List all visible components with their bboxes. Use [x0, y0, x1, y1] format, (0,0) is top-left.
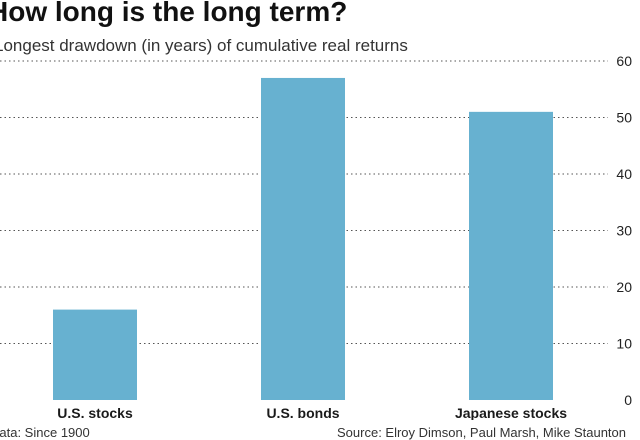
y-axis-ticks: 0 10 20 30 40 50 60 — [616, 53, 632, 408]
x-tick-label: Japanese stocks — [455, 405, 567, 420]
bar — [261, 77, 345, 400]
chart-subtitle: Longest drawdown (in years) of cumulativ… — [0, 36, 408, 55]
x-tick-label: U.S. stocks — [57, 405, 133, 420]
bar-chart: 0 10 20 30 40 50 60 U.S. stocks U.S. bonds Japan… — [0, 53, 632, 420]
y-tick-label: 0 — [624, 392, 632, 408]
x-tick-label: U.S. bonds — [266, 405, 339, 420]
y-tick-label: 40 — [616, 166, 632, 182]
y-tick-label: 50 — [616, 110, 632, 126]
source-note: Source: Elroy Dimson, Paul Marsh, Mike S… — [337, 425, 627, 440]
bars — [53, 77, 553, 400]
x-axis-labels: U.S. stocks U.S. bonds Japanese stocks — [57, 405, 567, 420]
bar — [469, 111, 553, 400]
bar — [53, 309, 137, 400]
data-note: Data: Since 1900 — [0, 425, 90, 440]
y-tick-label: 10 — [616, 336, 632, 352]
chart-title: How long is the long term? — [0, 0, 348, 27]
y-tick-label: 30 — [616, 223, 632, 239]
y-tick-label: 20 — [616, 279, 632, 295]
y-tick-label: 60 — [616, 53, 632, 69]
